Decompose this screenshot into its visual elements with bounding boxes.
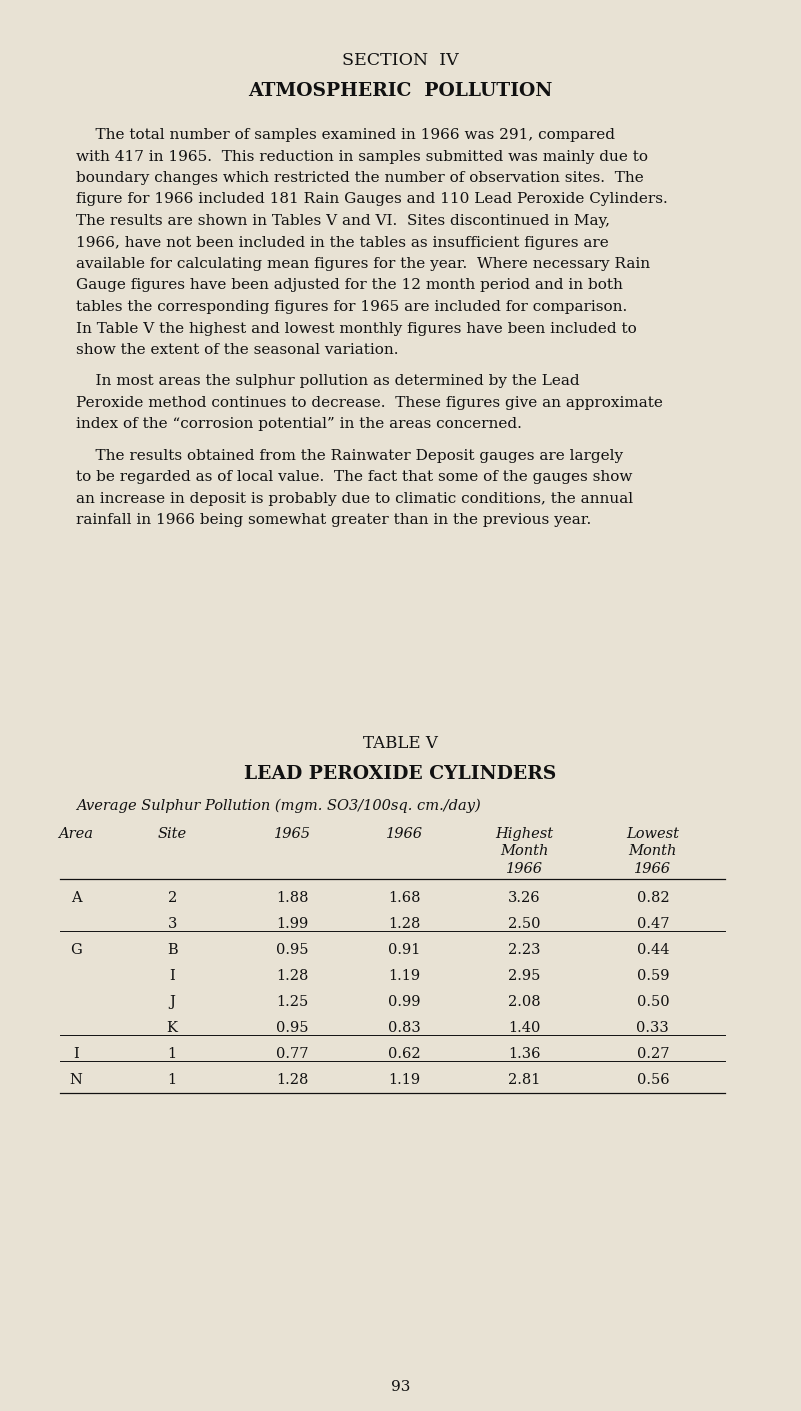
Text: with 417 in 1965.  This reduction in samples submitted was mainly due to: with 417 in 1965. This reduction in samp… xyxy=(76,150,648,164)
Text: G: G xyxy=(70,943,82,957)
Text: I: I xyxy=(73,1047,79,1061)
Text: 2.08: 2.08 xyxy=(509,995,541,1009)
Text: ATMOSPHERIC  POLLUTION: ATMOSPHERIC POLLUTION xyxy=(248,82,553,100)
Text: 0.99: 0.99 xyxy=(388,995,421,1009)
Text: 1.40: 1.40 xyxy=(509,1022,541,1036)
Text: The results obtained from the Rainwater Deposit gauges are largely: The results obtained from the Rainwater … xyxy=(76,449,623,463)
Text: 0.95: 0.95 xyxy=(276,1022,308,1036)
Text: In most areas the sulphur pollution as determined by the Lead: In most areas the sulphur pollution as d… xyxy=(76,374,580,388)
Text: Site: Site xyxy=(158,827,187,841)
Text: 0.95: 0.95 xyxy=(276,943,308,957)
Text: In Table V the highest and lowest monthly figures have been included to: In Table V the highest and lowest monthl… xyxy=(76,322,637,336)
Text: 1.28: 1.28 xyxy=(276,1072,308,1086)
Text: 1966: 1966 xyxy=(386,827,423,841)
Text: 3.26: 3.26 xyxy=(509,890,541,904)
Text: 0.50: 0.50 xyxy=(637,995,669,1009)
Text: Peroxide method continues to decrease.  These figures give an approximate: Peroxide method continues to decrease. T… xyxy=(76,396,663,411)
Text: 1.99: 1.99 xyxy=(276,917,308,931)
Text: tables the corresponding figures for 1965 are included for comparison.: tables the corresponding figures for 196… xyxy=(76,301,627,315)
Text: SECTION  IV: SECTION IV xyxy=(342,52,459,69)
Text: 1: 1 xyxy=(167,1072,177,1086)
Text: K: K xyxy=(167,1022,178,1036)
Text: 0.62: 0.62 xyxy=(388,1047,421,1061)
Text: TABLE V: TABLE V xyxy=(363,735,438,752)
Text: index of the “corrosion potential” in the areas concerned.: index of the “corrosion potential” in th… xyxy=(76,418,522,432)
Text: A: A xyxy=(70,890,82,904)
Text: boundary changes which restricted the number of observation sites.  The: boundary changes which restricted the nu… xyxy=(76,171,644,185)
Text: Area: Area xyxy=(58,827,94,841)
Text: 1.19: 1.19 xyxy=(388,1072,421,1086)
Text: 0.56: 0.56 xyxy=(637,1072,669,1086)
Text: an increase in deposit is probably due to climatic conditions, the annual: an increase in deposit is probably due t… xyxy=(76,492,634,507)
Text: Highest
Month
1966: Highest Month 1966 xyxy=(496,827,553,876)
Text: to be regarded as of local value.  The fact that some of the gauges show: to be regarded as of local value. The fa… xyxy=(76,470,633,484)
Text: 93: 93 xyxy=(391,1380,410,1394)
Text: 0.77: 0.77 xyxy=(276,1047,308,1061)
Text: The results are shown in Tables V and VI.  Sites discontinued in May,: The results are shown in Tables V and VI… xyxy=(76,214,610,229)
Text: 0.59: 0.59 xyxy=(637,969,669,983)
Text: 1.68: 1.68 xyxy=(388,890,421,904)
Text: figure for 1966 included 181 Rain Gauges and 110 Lead Peroxide Cylinders.: figure for 1966 included 181 Rain Gauges… xyxy=(76,192,668,206)
Text: Gauge figures have been adjusted for the 12 month period and in both: Gauge figures have been adjusted for the… xyxy=(76,278,623,292)
Text: show the extent of the seasonal variation.: show the extent of the seasonal variatio… xyxy=(76,343,399,357)
Text: 1.36: 1.36 xyxy=(509,1047,541,1061)
Text: 1966, have not been included in the tables as insufficient figures are: 1966, have not been included in the tabl… xyxy=(76,236,609,250)
Text: 1: 1 xyxy=(167,1047,177,1061)
Text: 1.28: 1.28 xyxy=(388,917,421,931)
Text: J: J xyxy=(169,995,175,1009)
Text: Lowest
Month
1966: Lowest Month 1966 xyxy=(626,827,679,876)
Text: 2.95: 2.95 xyxy=(509,969,541,983)
Text: 0.91: 0.91 xyxy=(388,943,421,957)
Text: The total number of samples examined in 1966 was 291, compared: The total number of samples examined in … xyxy=(76,128,615,143)
Text: 0.44: 0.44 xyxy=(637,943,669,957)
Text: 3: 3 xyxy=(167,917,177,931)
Text: Average Sulphur Pollution (mgm. SO3/100sq. cm./day): Average Sulphur Pollution (mgm. SO3/100s… xyxy=(76,799,481,813)
Text: 0.83: 0.83 xyxy=(388,1022,421,1036)
Text: 0.82: 0.82 xyxy=(637,890,669,904)
Text: 0.47: 0.47 xyxy=(637,917,669,931)
Text: B: B xyxy=(167,943,178,957)
Text: 1.19: 1.19 xyxy=(388,969,421,983)
Text: 0.27: 0.27 xyxy=(637,1047,669,1061)
Text: 1.25: 1.25 xyxy=(276,995,308,1009)
Text: N: N xyxy=(70,1072,83,1086)
Text: 2.50: 2.50 xyxy=(509,917,541,931)
Text: 1.28: 1.28 xyxy=(276,969,308,983)
Text: rainfall in 1966 being somewhat greater than in the previous year.: rainfall in 1966 being somewhat greater … xyxy=(76,514,591,528)
Text: 2: 2 xyxy=(167,890,177,904)
Text: I: I xyxy=(169,969,175,983)
Text: 1965: 1965 xyxy=(274,827,311,841)
Text: 0.33: 0.33 xyxy=(637,1022,669,1036)
Text: 1.88: 1.88 xyxy=(276,890,308,904)
Text: 2.23: 2.23 xyxy=(509,943,541,957)
Text: 2.81: 2.81 xyxy=(509,1072,541,1086)
Text: LEAD PEROXIDE CYLINDERS: LEAD PEROXIDE CYLINDERS xyxy=(244,765,557,783)
Text: available for calculating mean figures for the year.  Where necessary Rain: available for calculating mean figures f… xyxy=(76,257,650,271)
